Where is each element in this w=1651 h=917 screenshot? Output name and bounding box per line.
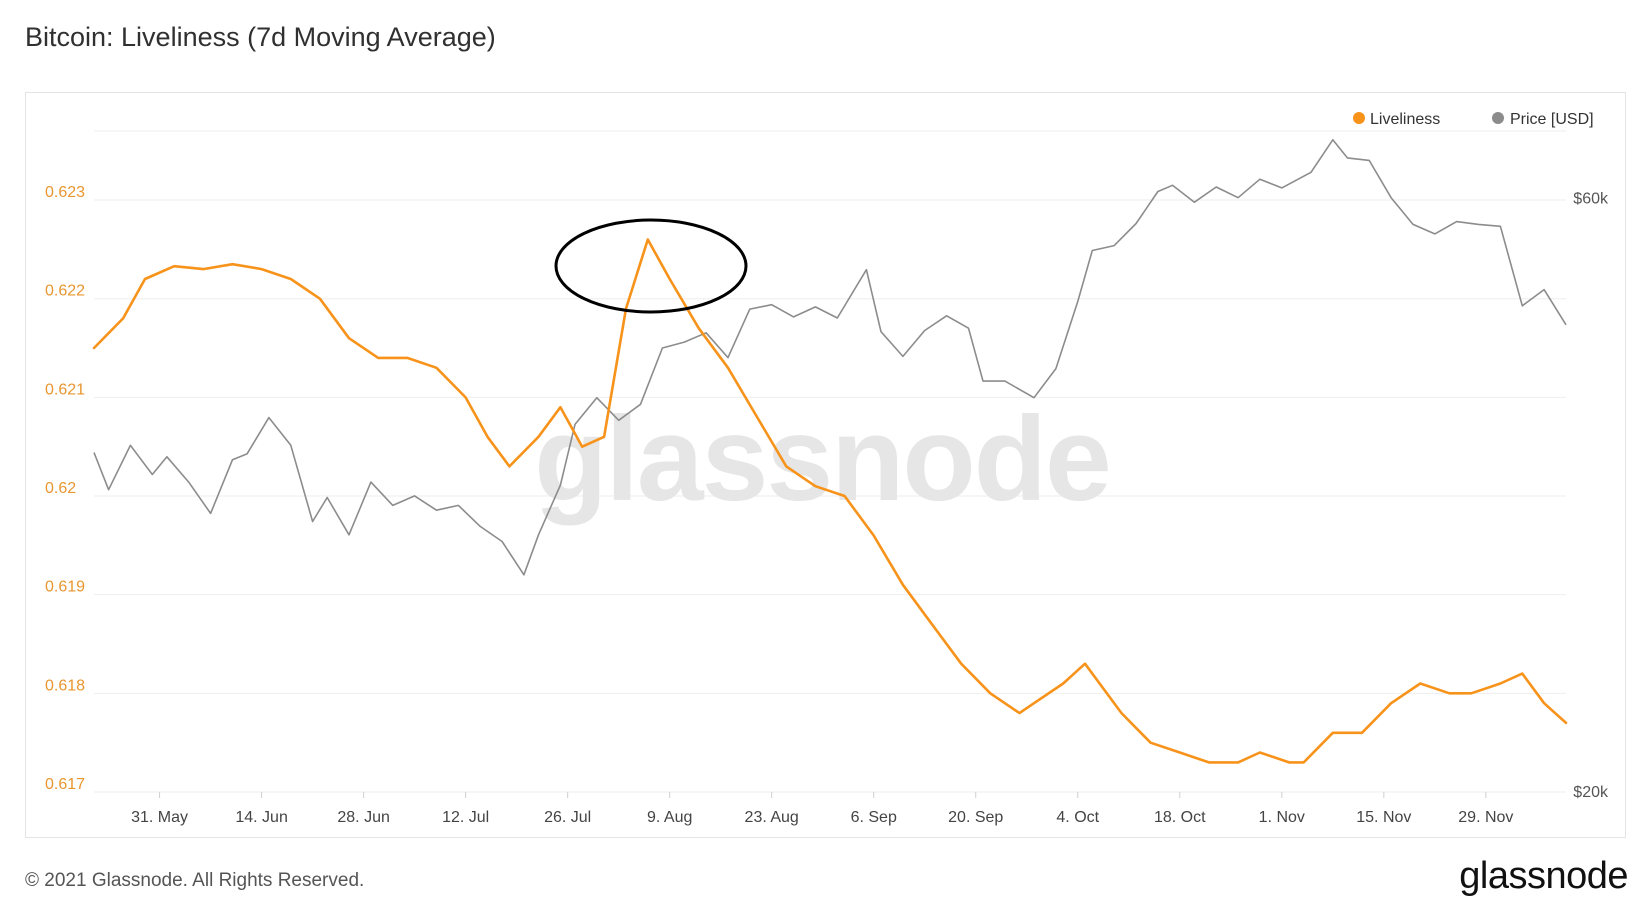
x-axis: 31. May 14. Jun 28. Jun 12. Jul 26. Jul 9. Au… bbox=[131, 792, 1513, 826]
y-left-tick-label: 0.622 bbox=[45, 283, 85, 300]
watermark: glassnode bbox=[534, 392, 1110, 526]
x-tick-label: 4. Oct bbox=[1056, 809, 1099, 826]
x-tick-label: 29. Nov bbox=[1458, 809, 1513, 826]
x-tick-label: 20. Sep bbox=[948, 809, 1003, 826]
chart-title: Bitcoin: Liveliness (7d Moving Average) bbox=[25, 22, 496, 52]
y-axis-right: $20k $60k bbox=[1573, 191, 1609, 801]
chart-frame bbox=[25, 92, 1626, 838]
y-right-tick-label: $20k bbox=[1573, 784, 1609, 801]
x-tick-label: 28. Jun bbox=[337, 809, 389, 826]
x-tick-label: 6. Sep bbox=[851, 809, 897, 826]
footer-copyright: © 2021 Glassnode. All Rights Reserved. bbox=[25, 870, 365, 891]
legend-label-price[interactable]: Price [USD] bbox=[1510, 111, 1594, 128]
x-tick-label: 18. Oct bbox=[1154, 809, 1206, 826]
x-tick-label: 15. Nov bbox=[1356, 809, 1411, 826]
x-tick-label: 14. Jun bbox=[235, 809, 287, 826]
series-line-liveliness bbox=[92, 238, 1568, 764]
y-axis-left: 0.617 0.618 0.619 0.62 0.621 0.622 0.623 bbox=[45, 184, 85, 793]
y-left-tick-label: 0.617 bbox=[45, 776, 85, 793]
x-tick-label: 26. Jul bbox=[544, 809, 591, 826]
x-tick-label: 23. Aug bbox=[745, 809, 799, 826]
legend-swatch-price bbox=[1492, 112, 1504, 124]
grid-lines bbox=[94, 130, 1566, 793]
legend-label-liveliness[interactable]: Liveliness bbox=[1370, 111, 1440, 128]
series-lines bbox=[92, 139, 1568, 764]
x-tick-label: 12. Jul bbox=[442, 809, 489, 826]
y-left-tick-label: 0.62 bbox=[45, 480, 76, 497]
y-left-tick-label: 0.621 bbox=[45, 381, 85, 398]
glassnode-logo: glassnode bbox=[1459, 855, 1628, 897]
y-left-tick-label: 0.618 bbox=[45, 677, 85, 694]
x-tick-label: 9. Aug bbox=[647, 809, 692, 826]
series-line-price bbox=[93, 139, 1567, 576]
y-left-tick-label: 0.623 bbox=[45, 184, 85, 201]
legend-swatch-liveliness bbox=[1353, 112, 1365, 124]
y-left-tick-label: 0.619 bbox=[45, 579, 85, 596]
x-tick-label: 31. May bbox=[131, 809, 188, 826]
annotation-circle bbox=[554, 218, 748, 314]
legend: Liveliness Price [USD] bbox=[1353, 111, 1594, 128]
x-tick-label: 1. Nov bbox=[1259, 809, 1305, 826]
y-right-tick-label: $60k bbox=[1573, 191, 1609, 208]
